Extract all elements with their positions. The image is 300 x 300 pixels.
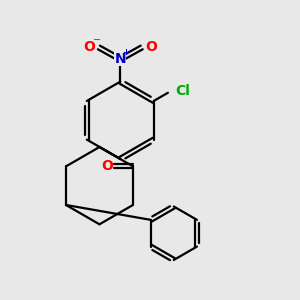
Text: O: O — [83, 40, 95, 54]
Text: −: − — [93, 35, 101, 45]
Text: N: N — [115, 52, 126, 66]
Text: Cl: Cl — [175, 84, 190, 98]
Text: O: O — [101, 159, 113, 173]
Text: O: O — [145, 40, 157, 54]
Text: +: + — [122, 48, 129, 57]
